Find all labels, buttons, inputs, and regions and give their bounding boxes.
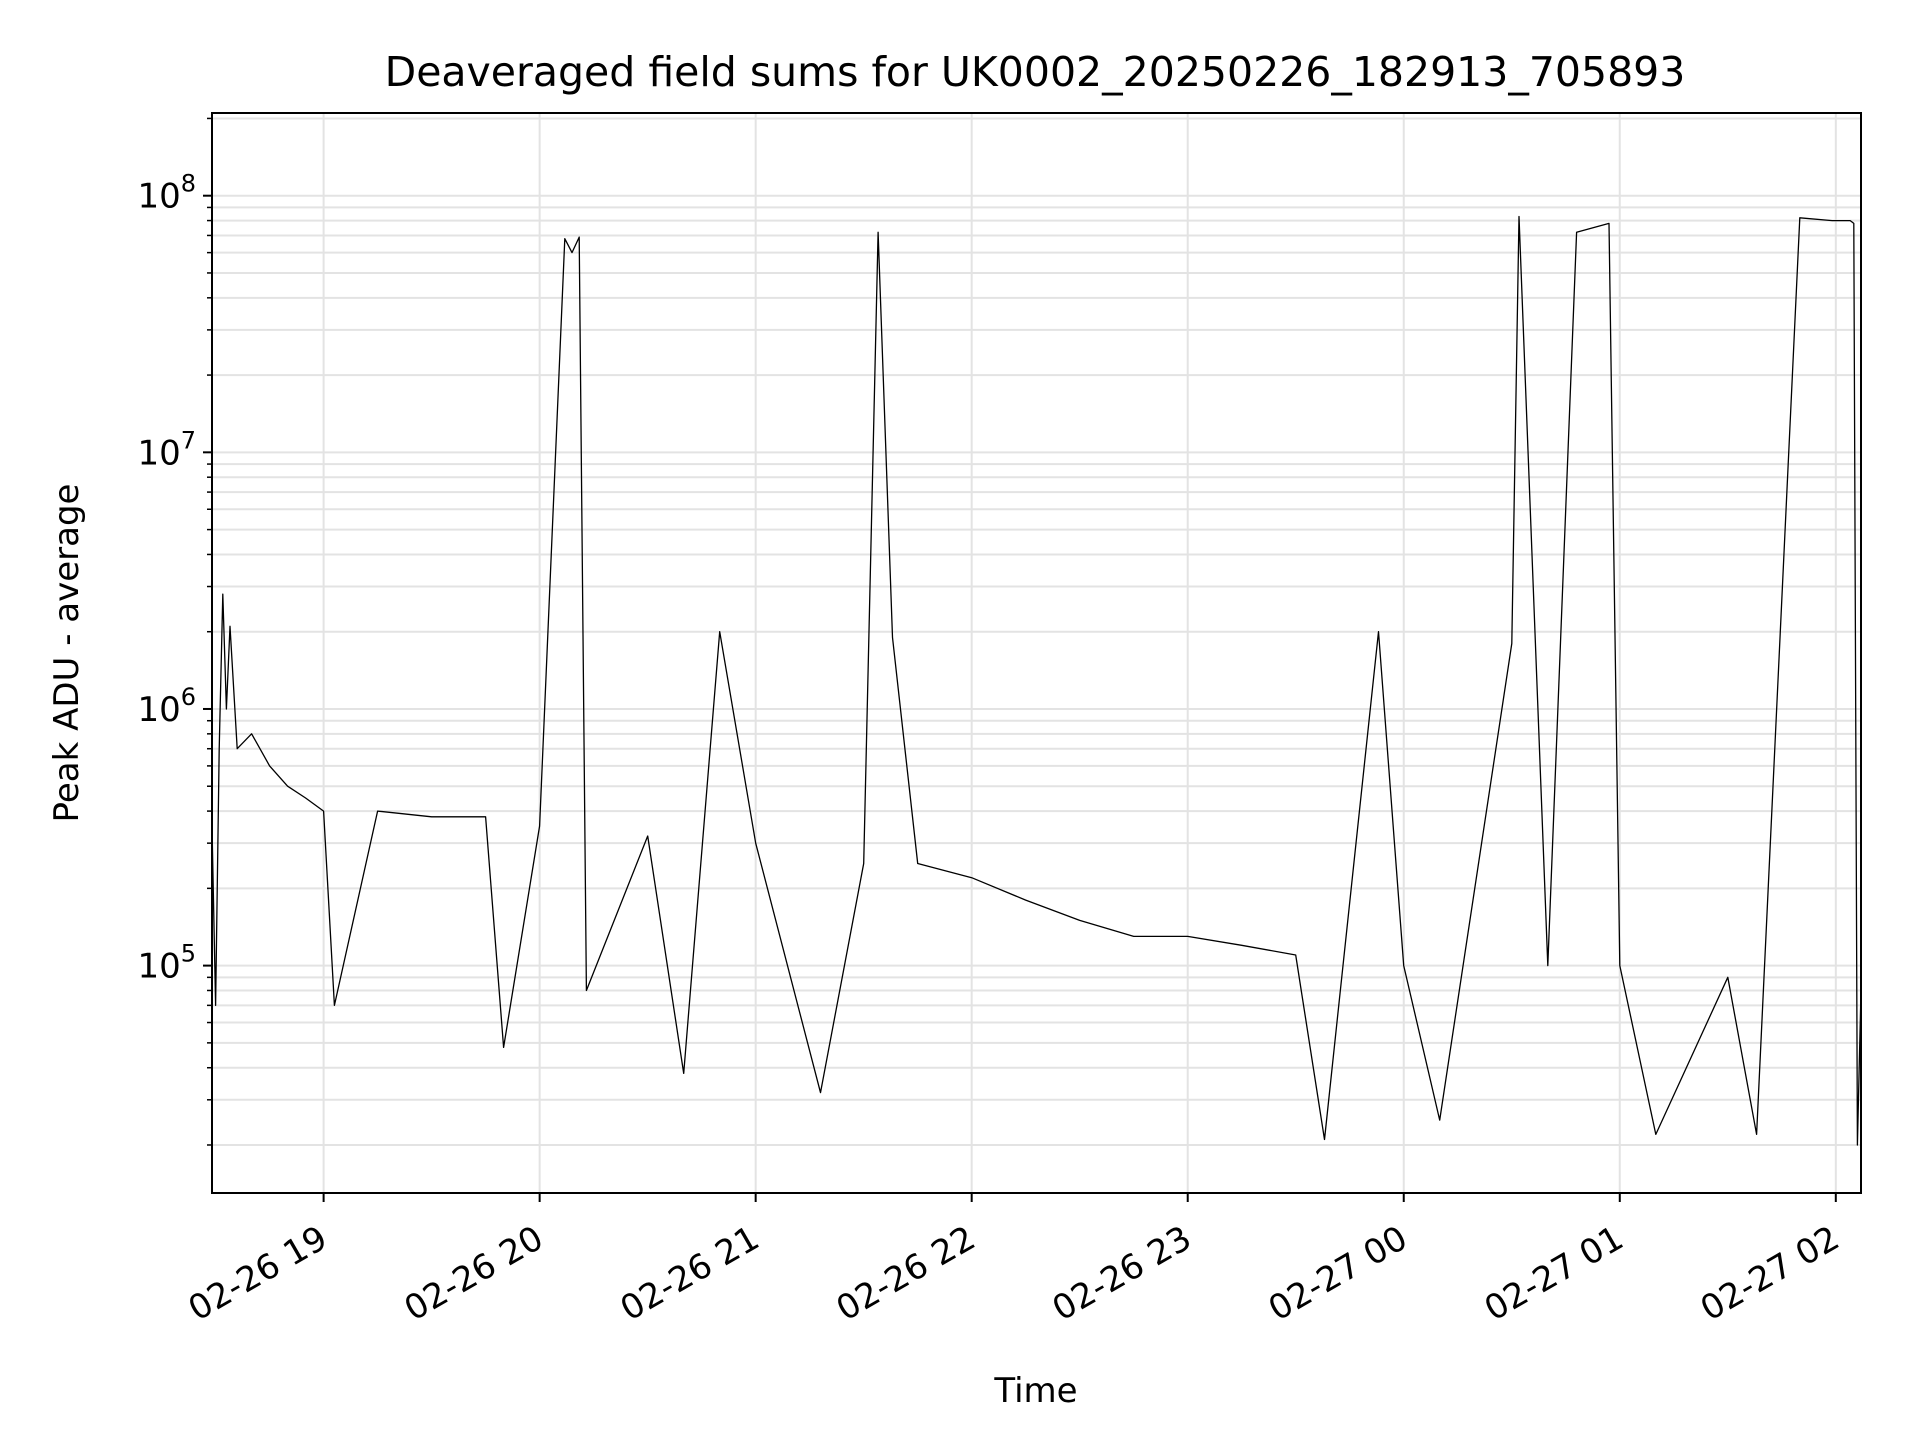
y-axis: 105 106 107 108 — [137, 117, 212, 1146]
y-tick-label: 108 — [137, 170, 196, 217]
series-line — [211, 215, 1862, 1146]
chart-title: Deaveraged field sums for UK0002_2025022… — [385, 48, 1686, 96]
plot-frame — [211, 112, 1862, 1194]
y-tick-label: 105 — [137, 940, 196, 987]
y-tick-label: 106 — [137, 683, 196, 730]
y-axis-label: Peak ADU - average — [47, 484, 87, 823]
x-axis-label: Time — [993, 1371, 1077, 1411]
series-path — [211, 215, 1862, 1146]
grid — [212, 113, 1861, 1193]
y-tick-label: 107 — [137, 426, 196, 473]
